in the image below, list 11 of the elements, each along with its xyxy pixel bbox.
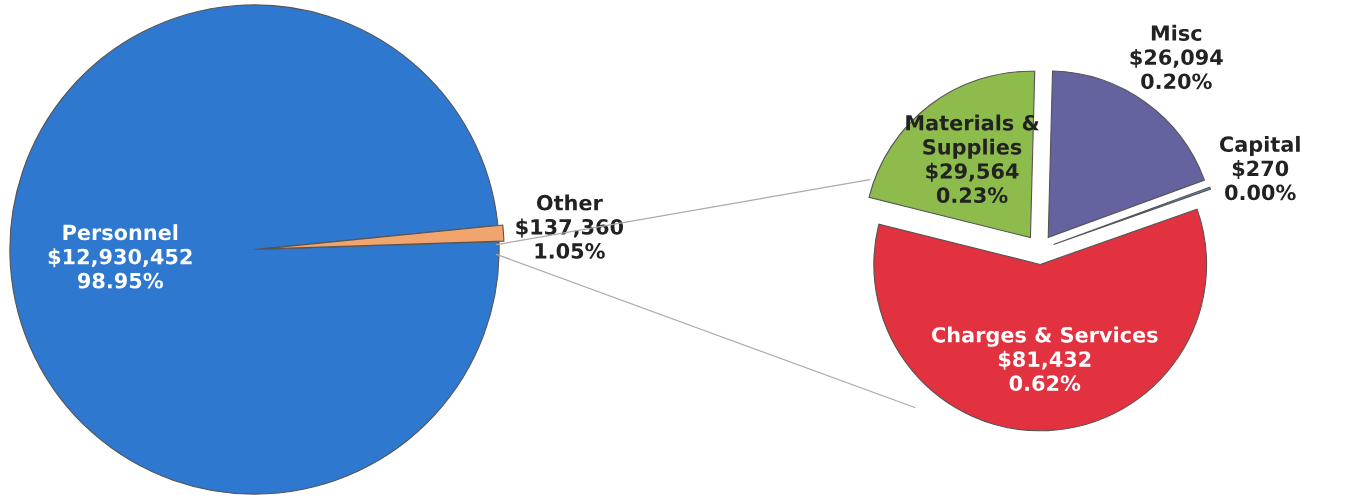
data-label: $81,432 0.62%	[998, 350, 1091, 392]
data-label: $12,930,452 98.95%	[48, 248, 192, 289]
data-label: $29,564 0.23%	[926, 162, 1019, 204]
slice-label: Personnel	[63, 224, 178, 241]
slice-label: Other	[536, 194, 603, 211]
slice-label: Capital	[1219, 135, 1300, 157]
slice-label: Charges & Services	[932, 326, 1158, 347]
slice-label: Misc	[1151, 24, 1202, 41]
data-label: $26,094 0.20%	[1130, 48, 1223, 90]
data-label: $270 0.00%	[1225, 160, 1296, 201]
data-label: $137,360 1.05%	[516, 218, 624, 259]
